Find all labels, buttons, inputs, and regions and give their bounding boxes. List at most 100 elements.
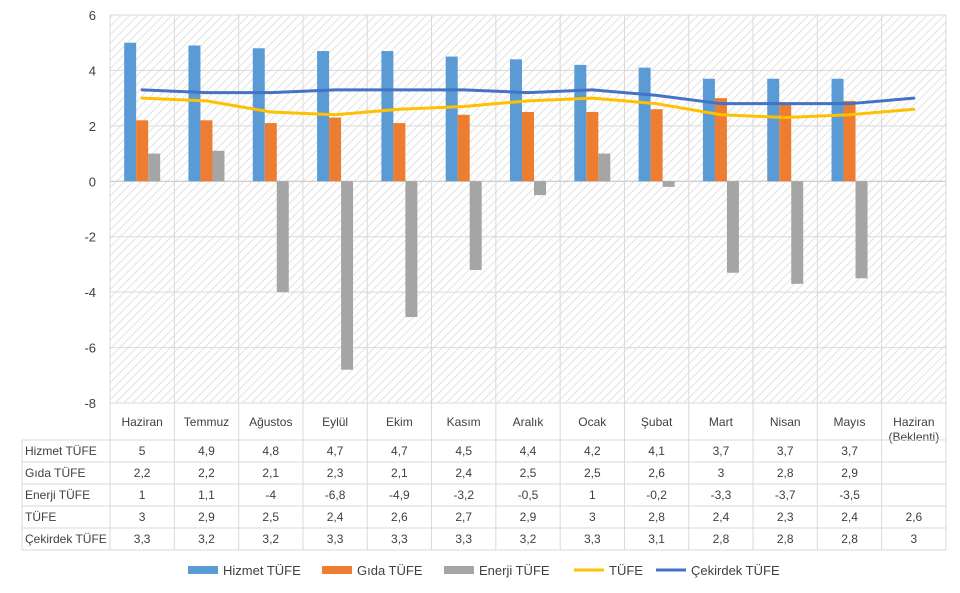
table-cell: 4,7: [327, 444, 344, 458]
legend-label: TÜFE: [609, 563, 643, 578]
bar: [393, 123, 406, 182]
y-tick-label: -6: [84, 341, 96, 356]
legend-swatch: [322, 566, 352, 574]
table-cell: 1,1: [198, 488, 215, 502]
x-category-label: Kasım: [447, 415, 481, 429]
table-cell: 3,1: [648, 532, 665, 546]
table-row-header: Çekirdek TÜFE: [25, 532, 107, 546]
legend-label: Enerji TÜFE: [479, 563, 550, 578]
table-cell: 2,8: [777, 532, 794, 546]
bar: [702, 78, 715, 182]
legend-swatch: [188, 566, 218, 574]
table-cell: 2,5: [584, 466, 601, 480]
table-cell: 4,1: [648, 444, 665, 458]
bar: [405, 181, 418, 318]
legend-swatch: [444, 566, 474, 574]
table-cell: 2,8: [713, 532, 730, 546]
table-row-header: TÜFE: [25, 510, 56, 524]
bar: [381, 51, 394, 182]
table-cell: 2,8: [841, 532, 858, 546]
table-cell: 2,4: [327, 510, 344, 524]
table-cell: 3,3: [134, 532, 151, 546]
table-cell: 2,2: [134, 466, 151, 480]
table-cell: 3: [139, 510, 146, 524]
table-cell: -3,5: [839, 488, 860, 502]
table-cell: -0,2: [646, 488, 667, 502]
bar: [445, 56, 458, 182]
x-category-label: Şubat: [641, 415, 673, 429]
table-cell: 2,3: [327, 466, 344, 480]
table-cell: 2,4: [713, 510, 730, 524]
table-cell: 3: [718, 466, 725, 480]
x-category-label: Ekim: [386, 415, 413, 429]
table-row-header: Gıda TÜFE: [25, 466, 85, 480]
table-cell: 5: [139, 444, 146, 458]
bar: [317, 51, 330, 182]
table-cell: -4: [265, 488, 276, 502]
bar: [791, 181, 804, 284]
table-cell: -3,2: [453, 488, 474, 502]
bar: [574, 64, 587, 182]
x-category-label: Mart: [709, 415, 734, 429]
table-cell: 4,9: [198, 444, 215, 458]
table-cell: 2,2: [198, 466, 215, 480]
bar: [188, 45, 201, 182]
table-cell: 3,7: [713, 444, 730, 458]
y-tick-label: -8: [84, 396, 96, 411]
bar: [212, 150, 225, 182]
table-cell: 3,3: [584, 532, 601, 546]
bar: [276, 181, 289, 293]
table-cell: 4,8: [262, 444, 279, 458]
legend-label: Hizmet TÜFE: [223, 563, 301, 578]
legend-label: Gıda TÜFE: [357, 563, 423, 578]
table-cell: -6,8: [325, 488, 346, 502]
x-category-label: Temmuz: [184, 415, 229, 429]
bar: [650, 109, 663, 182]
bar: [638, 67, 651, 182]
table-cell: 2,1: [391, 466, 408, 480]
bar: [341, 181, 354, 370]
bar: [136, 120, 149, 182]
table-cell: -3,3: [711, 488, 732, 502]
table-cell: 4,2: [584, 444, 601, 458]
table-cell: 2,9: [520, 510, 537, 524]
table-cell: 3,7: [841, 444, 858, 458]
y-tick-label: -4: [84, 285, 96, 300]
table-cell: -0,5: [518, 488, 539, 502]
table-cell: 3: [589, 510, 596, 524]
table-cell: 3,3: [391, 532, 408, 546]
table-cell: 3,2: [520, 532, 537, 546]
bar: [855, 181, 868, 279]
y-tick-label: -2: [84, 230, 96, 245]
series-line: [140, 96, 916, 120]
bar: [510, 59, 522, 182]
table-row-header: Enerji TÜFE: [25, 488, 90, 502]
bar: [124, 42, 137, 182]
bar: [534, 181, 546, 196]
x-category-label: Nisan: [770, 415, 801, 429]
table-cell: 2,3: [777, 510, 794, 524]
table-cell: -3,7: [775, 488, 796, 502]
table-cell: 2,8: [777, 466, 794, 480]
y-tick-label: 0: [89, 174, 96, 189]
table-cell: 3,2: [198, 532, 215, 546]
table-cell: 1: [589, 488, 596, 502]
table-cell: 2,9: [841, 466, 858, 480]
table-cell: 2,6: [906, 510, 923, 524]
table-cell: 3: [911, 532, 918, 546]
bar: [329, 117, 342, 182]
bar: [586, 112, 599, 182]
x-category-label: Ağustos: [249, 415, 292, 429]
table-cell: 2,5: [520, 466, 537, 480]
bar: [662, 181, 675, 187]
bar: [457, 114, 470, 182]
table-row-header: Hizmet TÜFE: [25, 444, 97, 458]
bar: [843, 100, 856, 182]
table-cell: 2,9: [198, 510, 215, 524]
bar: [779, 103, 792, 182]
y-tick-label: 4: [89, 63, 96, 78]
table-cell: 3,3: [455, 532, 472, 546]
y-tick-label: 6: [89, 8, 96, 23]
